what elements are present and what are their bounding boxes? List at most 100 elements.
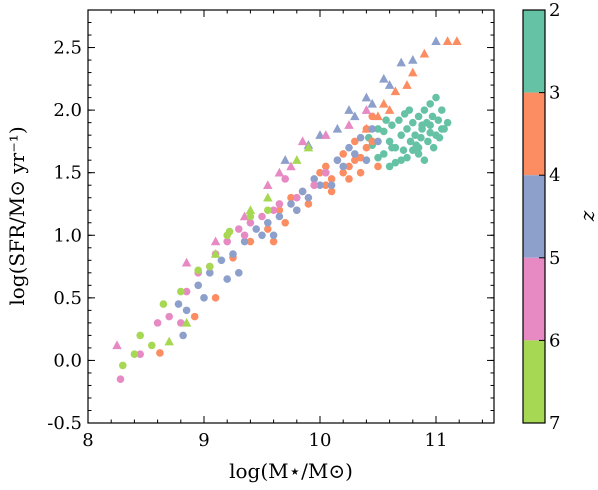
data-point-triangle <box>361 105 372 114</box>
data-point-circle <box>385 137 394 146</box>
data-point-circle <box>388 121 396 129</box>
data-point-triangle <box>181 257 192 267</box>
colorbar-tick-label: 7 <box>549 413 560 434</box>
data-point-circle <box>298 187 307 196</box>
data-point-circle <box>429 143 438 152</box>
colorbar-segment <box>523 92 545 176</box>
data-point-circle <box>287 200 295 208</box>
data-point-circle <box>374 162 382 171</box>
data-point-circle <box>235 269 243 277</box>
data-point-circle <box>130 350 139 358</box>
data-point-circle <box>165 312 173 321</box>
data-point-circle <box>269 237 278 246</box>
data-point-triangle <box>303 142 314 152</box>
data-point-circle <box>322 181 330 190</box>
data-point-circle <box>409 118 417 127</box>
data-point-circle <box>443 118 452 127</box>
data-point-circle <box>438 125 446 133</box>
data-point-circle <box>177 319 185 327</box>
data-point-circle <box>399 146 408 154</box>
data-point-circle <box>310 181 319 190</box>
data-point-triangle <box>396 57 406 67</box>
data-point-circle <box>339 162 348 171</box>
data-point-circle <box>269 231 278 240</box>
y-tick-label: 0.5 <box>53 288 82 309</box>
data-point-circle <box>327 187 336 196</box>
data-point-circle <box>281 175 290 183</box>
data-point-circle <box>345 175 353 183</box>
data-point-triangle <box>280 155 290 164</box>
data-point-circle <box>136 331 144 340</box>
data-point-circle <box>206 269 214 277</box>
data-point-circle <box>411 131 419 139</box>
y-tick-label: 2.0 <box>53 100 82 121</box>
data-point-circle <box>264 218 272 227</box>
data-point-triangle <box>344 105 354 114</box>
data-point-circle <box>351 156 359 164</box>
data-point-circle <box>217 256 226 265</box>
y-tick-label: 2.5 <box>53 38 82 59</box>
data-point-circle <box>356 133 365 142</box>
data-point-circle <box>362 156 371 164</box>
data-point-circle <box>345 143 353 152</box>
data-point-circle <box>426 128 435 137</box>
data-point-circle <box>351 150 359 158</box>
data-point-triangle <box>245 205 256 214</box>
data-point-triangle <box>379 98 389 108</box>
data-point-circle <box>223 237 231 246</box>
data-point-circle <box>327 181 336 190</box>
data-point-circle <box>397 131 406 139</box>
x-axis-label: log(M⋆/M⊙) <box>229 459 353 483</box>
data-point-circle <box>385 162 394 171</box>
data-point-triangle <box>164 336 174 346</box>
data-point-circle <box>339 150 348 158</box>
colorbar-frame <box>522 9 546 424</box>
data-point-circle <box>148 341 156 350</box>
data-point-circle <box>403 125 411 133</box>
data-point-circle <box>420 156 429 164</box>
data-point-circle <box>281 218 290 227</box>
data-point-triangle <box>181 317 192 327</box>
data-point-triangle <box>286 161 296 171</box>
data-point-triangle <box>210 236 221 246</box>
data-point-circle <box>304 193 313 202</box>
y-tick-label: 1.5 <box>53 163 82 184</box>
data-point-circle <box>174 300 183 308</box>
data-point-circle <box>418 121 426 129</box>
colorbar-tick-label: 4 <box>549 165 560 186</box>
data-point-triangle <box>332 123 343 133</box>
data-point-circle <box>182 287 191 296</box>
data-point-triangle <box>379 73 389 83</box>
data-point-triangle <box>442 36 453 46</box>
data-point-triangle <box>210 249 221 258</box>
data-point-circle <box>235 225 243 233</box>
points-layer <box>112 36 462 383</box>
x-tick-label: 8 <box>82 430 93 451</box>
colorbar-segment <box>523 175 545 258</box>
data-point-circle <box>153 319 162 327</box>
data-point-triangle <box>384 105 395 114</box>
data-point-circle <box>287 193 295 202</box>
data-point-circle <box>420 106 429 114</box>
data-point-circle <box>275 212 284 221</box>
data-point-triangle <box>344 120 354 129</box>
data-point-triangle <box>408 67 418 77</box>
data-point-circle <box>438 106 446 114</box>
y-axis-label: log(SFR/M⊙ yr⁻¹) <box>5 126 29 305</box>
data-point-circle <box>225 227 234 236</box>
data-point-circle <box>194 266 202 275</box>
data-point-circle <box>395 116 403 124</box>
data-point-triangle <box>297 136 308 146</box>
data-point-triangle <box>452 36 462 46</box>
colorbar-segment <box>523 10 545 93</box>
data-point-circle <box>159 300 168 308</box>
data-point-circle <box>368 125 377 133</box>
data-point-circle <box>310 175 319 183</box>
data-point-circle <box>116 375 125 383</box>
data-point-circle <box>405 106 414 114</box>
data-point-circle <box>179 331 187 340</box>
x-axis: 8 9 10 11 <box>82 10 483 451</box>
colorbar-segment <box>523 340 545 423</box>
colorbar-label: z <box>579 210 598 222</box>
